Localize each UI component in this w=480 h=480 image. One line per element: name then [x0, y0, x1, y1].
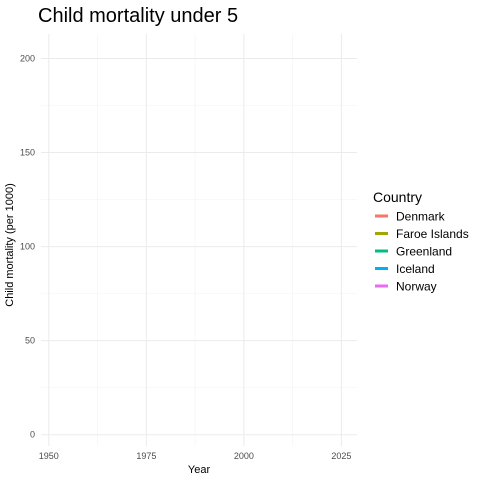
- y-tick-label: 100: [20, 242, 35, 252]
- chart-title: Child mortality under 5: [38, 5, 238, 27]
- legend-label: Norway: [396, 280, 437, 294]
- legend-title: Country: [373, 189, 422, 205]
- axis-ticks: 1950 1975 2000 2025 0 50 100 150 200: [20, 53, 351, 461]
- plot-grid: [41, 34, 357, 446]
- y-tick-label: 150: [20, 148, 35, 158]
- x-tick-label: 1950: [39, 451, 59, 461]
- legend-label: Greenland: [396, 245, 452, 259]
- x-tick-label: 1975: [136, 451, 156, 461]
- x-axis-title: Year: [188, 464, 211, 476]
- y-axis-title: Child mortality (per 1000): [4, 183, 16, 307]
- legend: Country Denmark Faroe Islands Greenland Ice…: [373, 189, 469, 294]
- x-tick-label: 2025: [331, 451, 351, 461]
- y-tick-label: 200: [20, 53, 35, 63]
- y-tick-label: 0: [30, 430, 35, 440]
- legend-label: Iceland: [396, 262, 435, 276]
- legend-label: Faroe Islands: [396, 227, 469, 241]
- y-tick-label: 50: [25, 336, 35, 346]
- x-tick-label: 2000: [234, 451, 254, 461]
- legend-label: Denmark: [396, 210, 446, 224]
